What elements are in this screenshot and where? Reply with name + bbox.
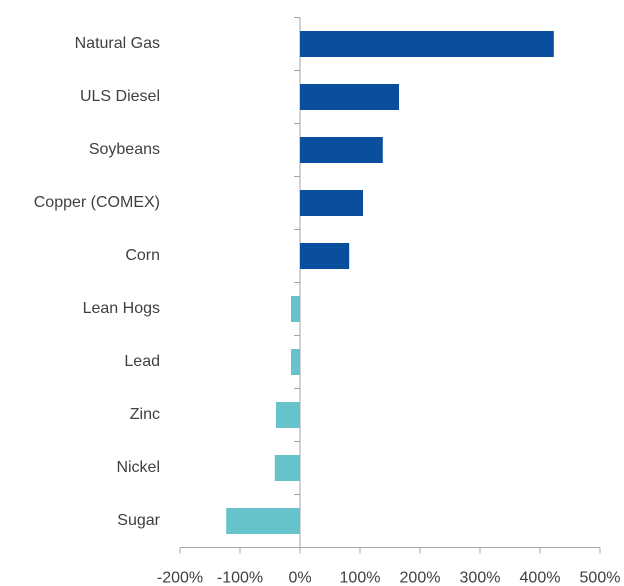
x-tick-label: 0% [288,570,311,586]
x-tick-label: 300% [460,570,501,586]
bar [300,84,399,110]
y-tick-label: Lean Hogs [83,300,160,317]
x-tick-label: -100% [217,570,263,586]
y-tick-label: Natural Gas [75,35,160,52]
bar [291,349,300,375]
bar [291,296,300,322]
y-tick-label: Sugar [117,512,160,529]
bar [226,508,300,534]
bar [300,190,363,216]
y-tick-label: Soybeans [89,141,160,158]
y-tick-label: ULS Diesel [80,88,160,105]
y-tick-label: Zinc [130,406,160,423]
y-tick-label: Copper (COMEX) [34,194,160,211]
bar [300,137,383,163]
x-tick-label: 100% [340,570,381,586]
bar [274,455,300,481]
x-tick-label: 200% [400,570,441,586]
bar [276,402,300,428]
bar [300,31,554,57]
x-tick-label: 400% [520,570,561,586]
y-tick-label: Lead [124,353,160,370]
y-tick-label: Corn [125,247,160,264]
x-tick-label: -200% [157,570,203,586]
y-tick-label: Nickel [116,459,160,476]
bar [300,243,350,269]
x-tick-label: 500% [580,570,621,586]
